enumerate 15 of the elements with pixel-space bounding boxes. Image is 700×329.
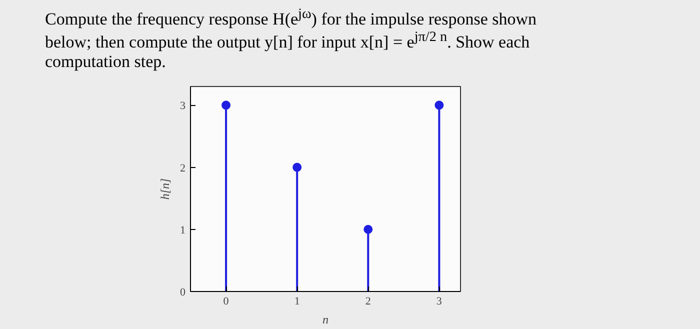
x-tick-label: 1 bbox=[294, 296, 300, 308]
y-tick-label: 2 bbox=[180, 162, 186, 174]
x-tick-label: 3 bbox=[436, 296, 442, 308]
y-tick-label: 0 bbox=[180, 286, 186, 298]
x-axis-title: n bbox=[322, 312, 328, 326]
point bbox=[292, 162, 302, 172]
chart-title: Compute the frequency response H(e$^{jω}$) for the impulse response shown below; then compute the output y[n] for input x[n] = e$^{jπ/2 n}$. Show each computation step. bbox=[45, 6, 537, 72]
point bbox=[434, 100, 444, 110]
x-tick-label: 0 bbox=[223, 296, 230, 308]
point bbox=[364, 224, 373, 234]
x-tick-label: 2 bbox=[365, 296, 371, 308]
y-axis-title: h[n] bbox=[158, 178, 172, 200]
y-tick-label: 1 bbox=[180, 224, 186, 236]
y-tick-label: 3 bbox=[180, 100, 186, 112]
point bbox=[222, 100, 231, 110]
